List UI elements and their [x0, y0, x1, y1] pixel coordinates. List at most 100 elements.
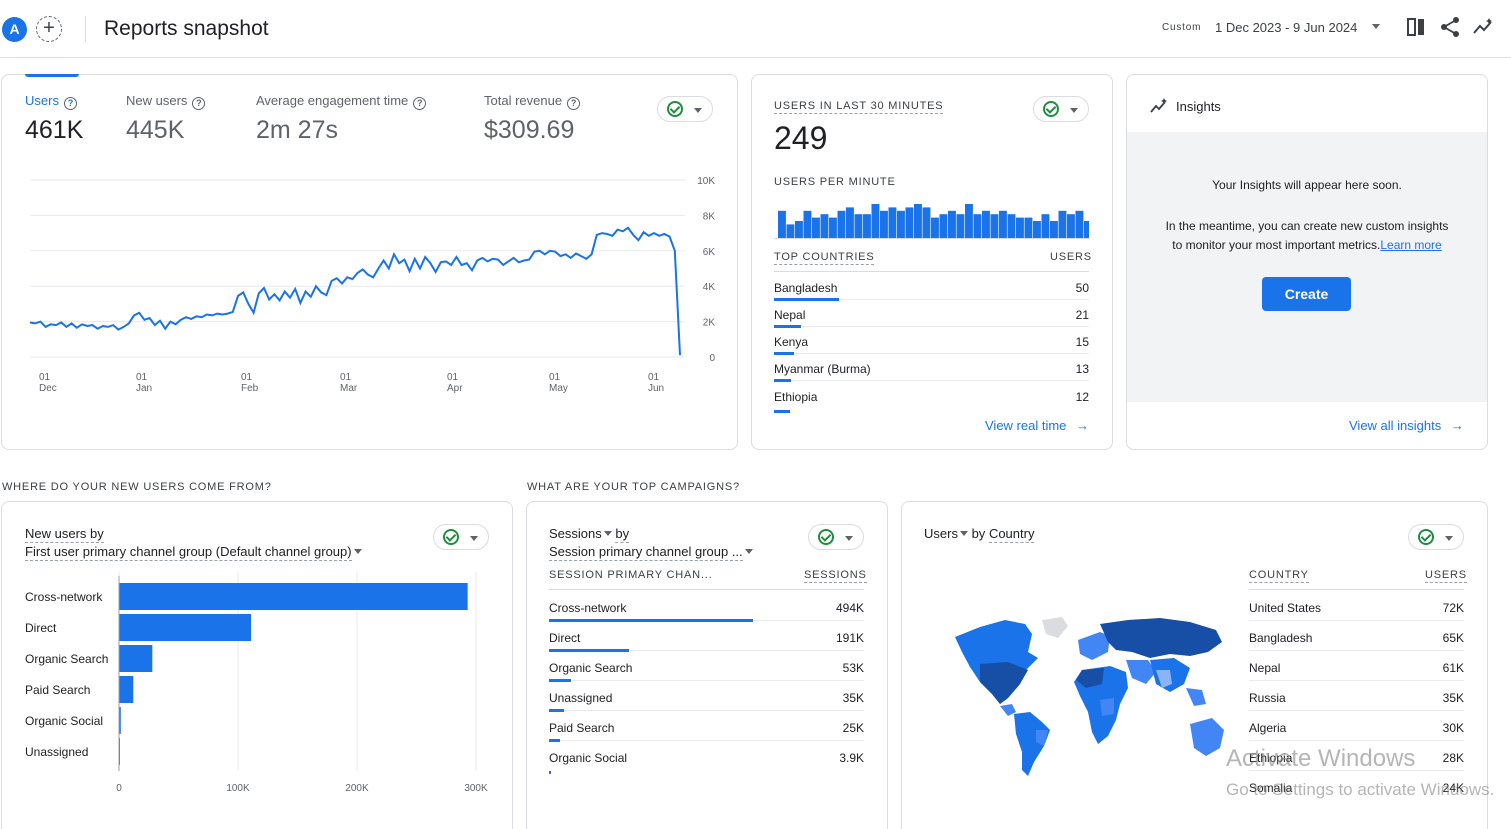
table-row[interactable]: Unassigned 35K — [549, 681, 864, 712]
table-row[interactable]: Algeria 30K — [1249, 711, 1464, 741]
help-icon[interactable]: ? — [567, 97, 581, 110]
country-row[interactable]: Ethiopia 12 — [774, 382, 1089, 413]
metric-value: 445K — [126, 116, 185, 144]
x-tick-label: 01 — [340, 372, 352, 383]
metric-engagement-time[interactable]: Average engagement time? 2m 27s — [256, 93, 427, 145]
arrow-right-icon: → — [1076, 418, 1090, 433]
country-row[interactable]: Nepal 21 — [774, 300, 1089, 328]
insights-headline: Your Insights will appear here soon. — [1212, 178, 1402, 192]
sessions-title[interactable]: Sessions by — [549, 526, 630, 543]
bar — [119, 676, 134, 703]
share-bar — [549, 619, 753, 622]
learn-more-link[interactable]: Learn more — [1380, 238, 1442, 252]
data-quality-chip[interactable] — [657, 96, 713, 122]
account-avatar[interactable]: A — [2, 17, 27, 42]
share-icon[interactable] — [1439, 16, 1461, 38]
arrow-right-icon: → — [1450, 418, 1464, 433]
minute-bar — [999, 210, 1007, 238]
table-row[interactable]: Russia 35K — [1249, 681, 1464, 711]
chevron-down-icon[interactable] — [1372, 24, 1380, 29]
country-row[interactable]: Kenya 15 — [774, 327, 1089, 355]
per-minute-label: USERS PER MINUTE — [774, 176, 896, 188]
data-quality-chip[interactable] — [433, 524, 489, 550]
table-row[interactable]: Direct 191K — [549, 621, 864, 652]
insights-trend-icon[interactable] — [1472, 16, 1494, 38]
minute-bar — [948, 210, 956, 238]
new-users-title: New users by — [25, 526, 104, 543]
add-comparison-button[interactable]: + — [36, 16, 62, 42]
metric-users[interactable]: Users? 461K — [25, 93, 83, 145]
insights-icon — [1150, 98, 1167, 113]
x-tick-label: 01 — [447, 372, 459, 383]
table-row[interactable]: Somalia 24K — [1249, 781, 1464, 795]
chevron-down-icon — [1445, 536, 1453, 541]
share-bar — [774, 298, 839, 301]
minute-bar — [939, 214, 948, 238]
data-quality-chip[interactable] — [1408, 524, 1464, 550]
minute-bar — [1067, 214, 1075, 238]
check-circle-icon — [818, 529, 834, 545]
minute-bar — [1007, 214, 1016, 238]
view-all-insights-link[interactable]: View all insights → — [1349, 418, 1464, 433]
column-header: COUNTRY — [1249, 569, 1309, 583]
table-row[interactable]: Nepal 61K — [1249, 651, 1464, 681]
data-quality-chip[interactable] — [1033, 96, 1089, 122]
insights-body-text: to monitor your most important metrics.L… — [1172, 238, 1442, 252]
minute-bar — [795, 221, 803, 238]
date-range-picker[interactable]: 1 Dec 2023 - 9 Jun 2024 — [1215, 20, 1358, 35]
metric-label: Total revenue — [484, 93, 563, 108]
minute-bar — [956, 214, 965, 238]
chevron-down-icon — [603, 531, 612, 536]
data-quality-chip[interactable] — [808, 524, 864, 550]
category-label: Paid Search — [25, 683, 90, 697]
help-icon[interactable]: ? — [63, 97, 77, 110]
sessions-card — [526, 501, 888, 829]
y-tick-label: 0 — [709, 353, 715, 364]
minute-bar — [905, 207, 914, 238]
top-countries-header: TOP COUNTRIES — [774, 251, 875, 265]
table-row[interactable]: Bangladesh 65K — [1249, 621, 1464, 651]
insights-title: Insights — [1176, 99, 1221, 114]
column-header: SESSION PRIMARY CHAN... — [549, 569, 713, 581]
minute-bar — [1075, 210, 1084, 238]
y-tick-label: 2K — [703, 318, 716, 329]
minute-bar — [1050, 221, 1058, 238]
bar — [119, 583, 468, 610]
minute-bar — [854, 214, 863, 238]
dimension-selector[interactable]: First user primary channel group (Defaul… — [25, 544, 362, 561]
minute-bar — [1016, 217, 1024, 238]
table-row[interactable]: Cross-network 494K — [549, 591, 864, 622]
x-tick-label: 200K — [345, 783, 369, 794]
minute-bar — [863, 214, 871, 238]
country-row[interactable]: Bangladesh 50 — [774, 273, 1089, 301]
minute-bar — [931, 217, 939, 238]
x-tick-label: Apr — [447, 383, 463, 394]
compare-icon[interactable] — [1405, 16, 1427, 38]
create-insight-button[interactable]: Create — [1262, 277, 1351, 311]
metric-label: Average engagement time — [256, 93, 409, 108]
table-row[interactable]: United States 72K — [1249, 591, 1464, 621]
metric-new-users[interactable]: New users? 445K — [126, 93, 206, 145]
dimension-selector[interactable]: Session primary channel group ... — [549, 544, 753, 561]
date-mode-label[interactable]: Custom — [1162, 22, 1202, 33]
share-bar — [774, 325, 801, 328]
help-icon[interactable]: ? — [192, 97, 206, 110]
y-tick-label: 10K — [697, 176, 715, 187]
help-icon[interactable]: ? — [413, 97, 427, 110]
share-bar — [774, 410, 790, 413]
country-row[interactable]: Myanmar (Burma) 13 — [774, 354, 1089, 382]
overview-card — [1, 74, 738, 450]
windows-activation-watermark: Activate Windows — [1226, 745, 1416, 772]
table-row[interactable]: Paid Search 25K — [549, 711, 864, 742]
metric-value: 2m 27s — [256, 116, 338, 144]
metric-total-revenue[interactable]: Total revenue? $309.69 — [484, 93, 581, 145]
country-title[interactable]: Users by Country — [924, 526, 1035, 543]
share-bar — [774, 379, 791, 382]
table-row[interactable]: Organic Social 3.9K — [549, 741, 864, 774]
view-real-time-link[interactable]: View real time → — [985, 418, 1090, 433]
bar — [119, 645, 153, 672]
table-row[interactable]: Organic Search 53K — [549, 651, 864, 682]
table-row[interactable]: Ethiopia 28K — [1249, 741, 1464, 771]
x-tick-label: 01 — [39, 372, 51, 383]
metric-label: New users — [126, 93, 188, 108]
